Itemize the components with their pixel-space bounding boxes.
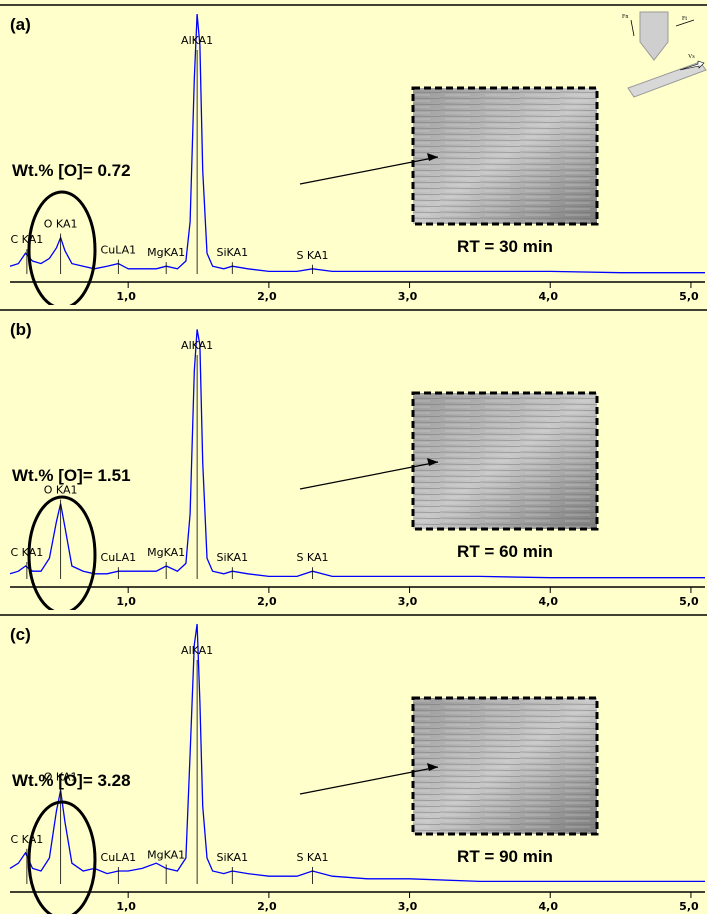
image-caption: RT = 90 min: [457, 847, 553, 866]
peak-label: O KA1: [44, 770, 78, 783]
x-tick-label: 4,0: [538, 900, 558, 913]
x-tick-label: 1,0: [116, 290, 136, 303]
oxygen-highlight: [27, 800, 97, 914]
x-tick-label: 5,0: [679, 595, 699, 608]
x-tick-label: 2,0: [257, 290, 277, 303]
peak-label: CuLA1: [101, 244, 137, 257]
velocity-arrow: [679, 60, 705, 71]
x-tick-label: 3,0: [398, 595, 418, 608]
arrow-head: [427, 763, 438, 771]
oxygen-content: Wt.% [O]= 3.28: [12, 771, 131, 790]
x-tick-label: 5,0: [679, 290, 699, 303]
oxygen-content: Wt.% [O]= 1.51: [12, 466, 131, 485]
x-tick-label: 5,0: [679, 900, 699, 913]
arrow-head: [427, 458, 438, 466]
x-tick-label: 1,0: [116, 900, 136, 913]
peak-label: CuLA1: [101, 851, 137, 864]
panel-background: [0, 610, 707, 914]
x-tick-label: 2,0: [257, 595, 277, 608]
spectrum-line: [9, 13, 705, 274]
peak-label: O KA1: [44, 218, 78, 231]
peak-label: AlKA1: [181, 339, 213, 352]
peak-label: C KA1: [11, 833, 44, 846]
schematic-label: Fn: [622, 14, 628, 20]
x-tick-label: 1,0: [116, 595, 136, 608]
peak-label: MgKA1: [147, 848, 185, 861]
peak-label: C KA1: [11, 233, 44, 246]
spectrum-line: [9, 329, 705, 579]
sem-texture: [413, 88, 597, 224]
image-caption: RT = 60 min: [457, 542, 553, 561]
peak-label: AlKA1: [181, 34, 213, 47]
oxygen-content: Wt.% [O]= 0.72: [12, 161, 131, 180]
peak-label: AlKA1: [181, 644, 213, 657]
peak-label: S KA1: [296, 551, 328, 564]
schematic-label: Ft: [682, 16, 687, 22]
sem-texture: [413, 393, 597, 529]
schematic-label: Vs: [688, 54, 695, 60]
sem-frame: [411, 86, 599, 226]
arrow: [299, 461, 439, 490]
peak-label: O KA1: [44, 484, 78, 497]
panel-label: (a): [10, 15, 31, 34]
peak-label: S KA1: [296, 249, 328, 262]
image-caption: RT = 30 min: [457, 237, 553, 256]
x-tick-label: 3,0: [398, 900, 418, 913]
peak-label: MgKA1: [147, 546, 185, 559]
x-tick-label: 4,0: [538, 290, 558, 303]
peak-label: SiKA1: [216, 851, 248, 864]
x-tick-label: 2,0: [257, 900, 277, 913]
x-tick-label: 4,0: [538, 595, 558, 608]
force-arrow: [630, 19, 635, 37]
panel-background: [0, 305, 707, 610]
tool: [639, 11, 669, 61]
peak-label: SiKA1: [216, 551, 248, 564]
panel-label: (b): [10, 320, 32, 339]
arrow: [299, 766, 439, 795]
x-tick-label: 3,0: [398, 290, 418, 303]
peak-label: C KA1: [11, 546, 44, 559]
force-arrow: [675, 19, 695, 27]
peak-label: CuLA1: [101, 551, 137, 564]
panel-label: (c): [10, 625, 31, 644]
sem-frame: [411, 391, 599, 531]
peak-label: MgKA1: [147, 246, 185, 259]
sem-frame: [411, 696, 599, 836]
schematic: Fn Ft Vs: [622, 11, 707, 98]
panel-background: [0, 0, 707, 305]
peak-label: S KA1: [296, 851, 328, 864]
arrow-head: [427, 153, 438, 161]
sem-texture: [413, 698, 597, 834]
workpiece: [627, 61, 707, 98]
arrow: [299, 156, 439, 185]
peak-label: SiKA1: [216, 246, 248, 259]
